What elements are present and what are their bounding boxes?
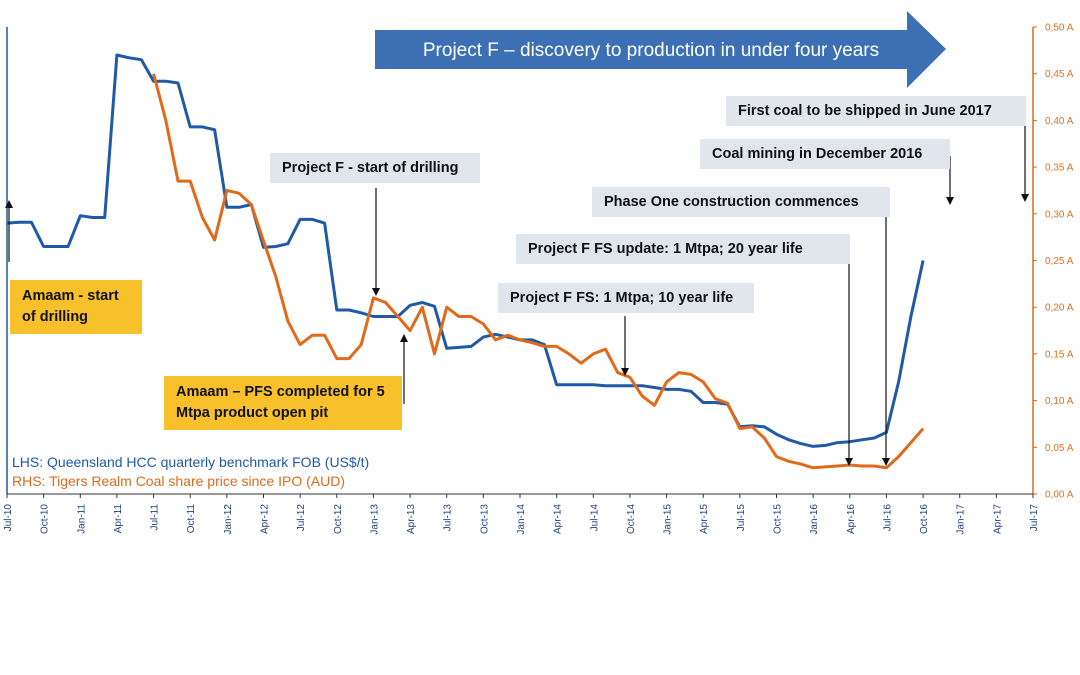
- legend-lhs: LHS: Queensland HCC quarterly benchmark …: [12, 454, 370, 470]
- y-right-tick-label: 0,00 A: [1045, 490, 1074, 501]
- y-right-tick-label: 0,30 A: [1045, 209, 1074, 220]
- arrow-coal-mining: [946, 156, 954, 205]
- x-tick-label: Jul-11: [150, 504, 161, 531]
- y-right-tick-label: 0,05 A: [1045, 443, 1074, 454]
- annotation-amaam-pfs: Amaam – PFS completed for 5 Mtpa product…: [164, 376, 402, 430]
- arrow-first-coal: [1021, 113, 1029, 202]
- x-tick-label: Oct-13: [479, 504, 490, 534]
- arrow-phase-one: [882, 205, 890, 466]
- x-tick-label: Jan-12: [223, 504, 234, 535]
- x-tick-label: Oct-10: [40, 504, 51, 534]
- annotation-phase-one: Phase One construction commences: [592, 187, 890, 217]
- timeline-banner: Project F – discovery to production in u…: [375, 11, 946, 88]
- arrow-fs-update: [845, 250, 853, 466]
- annotation-start-drilling-f: Project F - start of drilling: [270, 153, 480, 183]
- x-tick-label: Jan-13: [369, 504, 380, 535]
- x-tick-label: Oct-16: [919, 504, 930, 534]
- x-tick-label: Apr-12: [260, 504, 271, 534]
- x-tick-label: Oct-11: [186, 504, 197, 534]
- x-tick-label: Jul-17: [1029, 504, 1040, 532]
- y-right-tick-label: 0,15 A: [1045, 349, 1074, 360]
- y-right-tick-label: 0,35 A: [1045, 163, 1074, 174]
- x-tick-label: Oct-12: [333, 504, 344, 534]
- x-tick-label: Apr-11: [113, 504, 124, 534]
- x-tick-label: Apr-17: [992, 504, 1003, 534]
- y-right-tick-label: 0,10 A: [1045, 396, 1074, 407]
- banner-arrow-shape: [375, 11, 946, 88]
- chart-axes: Jul-10 Oct-10 Jan-11 Apr-11 Jul-11 Oct-11 Jan-…: [3, 23, 1074, 535]
- x-tick-label: Jan-17: [956, 504, 967, 535]
- x-tick-label: Jan-15: [663, 504, 674, 535]
- y-right-tick-label: 0,50 A: [1045, 23, 1074, 34]
- annotation-amaam-drilling: Amaam - start of drilling: [10, 280, 142, 334]
- x-tick-label: Jul-12: [296, 504, 307, 532]
- x-tick-label: Apr-13: [406, 504, 417, 534]
- arrow-amaam-pfs: [400, 334, 408, 404]
- x-tick-label: Apr-15: [699, 504, 710, 534]
- banner-text: Project F – discovery to production in u…: [423, 40, 879, 61]
- y-right-tick-label: 0,45 A: [1045, 69, 1074, 80]
- annotation-fs-update: Project F FS update: 1 Mtpa; 20 year lif…: [516, 234, 850, 264]
- arrow-start-drilling-f: [372, 188, 380, 296]
- y-right-tick-label: 0,25 A: [1045, 256, 1074, 267]
- x-tick-label: Jan-11: [76, 504, 87, 534]
- x-tick-label: Jul-13: [443, 504, 454, 532]
- x-tick-label: Jul-15: [736, 504, 747, 532]
- x-tick-label: Apr-14: [553, 504, 564, 534]
- series-line-hcc-benchmark: [6, 53, 925, 448]
- arrow-fs: [621, 316, 629, 376]
- y-right-tick-label: 0,20 A: [1045, 303, 1074, 314]
- x-tick-label: Jan-14: [516, 504, 527, 535]
- annotation-first-coal: First coal to be shipped in June 2017: [726, 96, 1026, 126]
- chart-series: [6, 53, 925, 470]
- x-tick-label: Oct-14: [626, 504, 637, 534]
- x-tick-label: Jan-16: [809, 504, 820, 535]
- x-tick-label: Jul-16: [882, 504, 893, 532]
- series-line-trc-share-price: [152, 73, 925, 470]
- x-tick-label: Apr-16: [846, 504, 857, 534]
- annotation-coal-mining: Coal mining in December 2016: [700, 139, 950, 169]
- x-tick-label: Oct-15: [773, 504, 784, 534]
- y-right-tick-label: 0,40 A: [1045, 116, 1074, 127]
- legend-rhs: RHS: Tigers Realm Coal share price since…: [12, 473, 345, 489]
- x-tick-label: Jul-14: [589, 504, 600, 532]
- x-tick-label: Jul-10: [3, 504, 14, 532]
- arrow-amaam-drilling: [5, 200, 13, 262]
- annotation-fs: Project F FS: 1 Mtpa; 10 year life: [498, 283, 754, 313]
- annotation-arrows: [5, 113, 1029, 466]
